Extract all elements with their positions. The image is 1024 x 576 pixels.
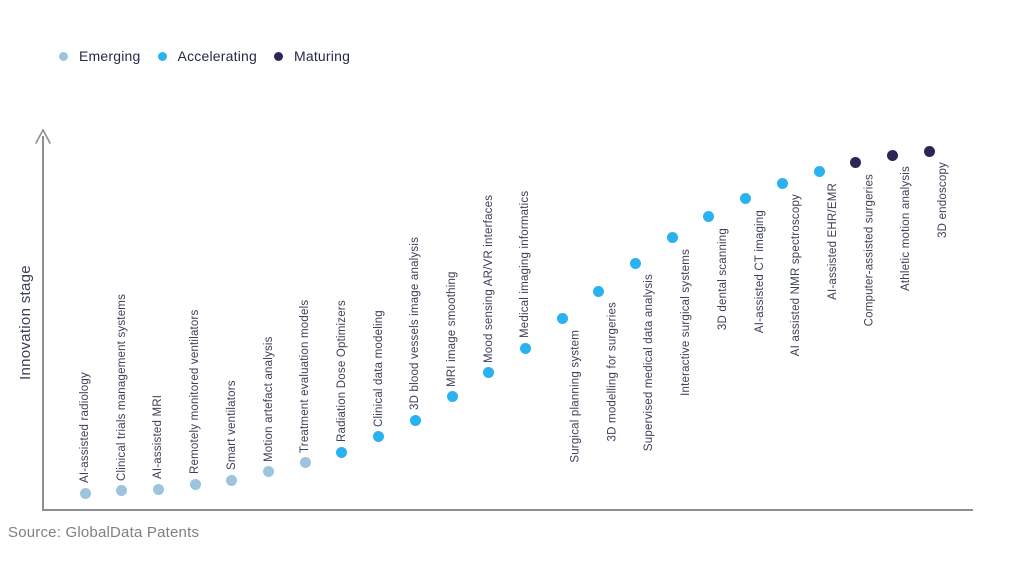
point-label-medical-imaging-informatics: Medical imaging informatics bbox=[519, 190, 532, 338]
point-label-3d-blood-vessels-image-analysis: 3D blood vessels image analysis bbox=[409, 236, 422, 410]
data-point-interactive-surgical-systems bbox=[666, 232, 678, 244]
data-point-computer-assisted-surgeries bbox=[850, 157, 862, 169]
point-label-surgical-planning-system: Surgical planning system bbox=[570, 329, 583, 463]
data-point-ai-assisted-mri bbox=[152, 483, 164, 495]
y-axis-line bbox=[42, 136, 44, 511]
point-label-mood-sensing-ar-vr-interfaces: Mood sensing AR/VR interfaces bbox=[482, 194, 495, 363]
data-point-ai-assisted-radiology bbox=[79, 487, 91, 499]
y-axis-arrow-icon bbox=[35, 128, 51, 144]
data-point-smart-ventilators bbox=[226, 474, 238, 486]
point-label-computer-assisted-surgeries: Computer-assisted surgeries bbox=[863, 173, 876, 327]
data-point-ai-assisted-ehr-emr bbox=[813, 166, 825, 178]
data-point-athletic-motion-analysis bbox=[886, 149, 898, 161]
legend-label-emerging: Emerging bbox=[79, 48, 141, 64]
legend-label-accelerating: Accelerating bbox=[177, 48, 257, 64]
point-label-ai-assisted-ehr-emr: AI-assisted EHR/EMR bbox=[827, 182, 839, 300]
data-point-radiation-dose-optimizers bbox=[336, 446, 348, 458]
y-axis-title: Innovation stage bbox=[17, 265, 34, 380]
point-label-motion-artefact-analysis: Motion artefact analysis bbox=[262, 336, 275, 462]
data-point-ai-assisted-ct-imaging bbox=[740, 193, 752, 205]
data-point-supervised-medical-data-analysis bbox=[630, 257, 641, 269]
point-label-3d-endoscopy: 3D endoscopy bbox=[937, 162, 950, 238]
x-axis-line bbox=[42, 509, 973, 511]
point-label-supervised-medical-data-analysis: Supervised medical data analysis bbox=[643, 274, 656, 452]
data-point-mood-sensing-ar-vr-interfaces bbox=[483, 367, 495, 379]
data-point-motion-artefact-analysis bbox=[263, 466, 274, 478]
maturing-dot-icon bbox=[273, 51, 283, 61]
data-point-3d-endoscopy bbox=[923, 145, 935, 157]
data-point-3d-blood-vessels-image-analysis bbox=[409, 414, 421, 426]
point-label-remotely-monitored-ventilators: Remotely monitored ventilators bbox=[189, 309, 202, 475]
data-point-surgical-planning-system bbox=[556, 313, 568, 325]
data-point-clinical-data-modeling bbox=[373, 431, 385, 443]
point-label-mri-image-smoothing: MRI image smoothing bbox=[446, 271, 458, 387]
point-label-athletic-motion-analysis: Athletic motion analysis bbox=[900, 166, 913, 291]
point-label-clinical-trials-management-systems: Clinical trials management systems bbox=[115, 293, 128, 481]
data-point-remotely-monitored-ventilators bbox=[189, 478, 201, 490]
accelerating-dot-icon bbox=[157, 51, 167, 61]
emerging-dot-icon bbox=[59, 51, 68, 61]
point-label-radiation-dose-optimizers: Radiation Dose Optimizers bbox=[335, 300, 348, 443]
data-point-mri-image-smoothing bbox=[446, 391, 458, 403]
point-label-clinical-data-modeling: Clinical data modeling bbox=[372, 309, 385, 427]
data-point-medical-imaging-informatics bbox=[519, 342, 531, 354]
point-label-smart-ventilators: Smart ventilators bbox=[225, 380, 238, 471]
point-label-interactive-surgical-systems: Interactive surgical systems bbox=[680, 248, 693, 396]
point-label-ai-assisted-radiology: AI-assisted radiology bbox=[79, 372, 91, 484]
legend: Emerging Accelerating Maturing bbox=[59, 48, 350, 64]
point-label-treatment-evaluation-models: Treatment evaluation models bbox=[299, 299, 312, 453]
legend-label-maturing: Maturing bbox=[293, 48, 351, 64]
data-point-clinical-trials-management-systems bbox=[116, 485, 128, 497]
point-label-ai-assisted-nmr-spectroscopy: AI assisted NMR spectroscopy bbox=[790, 194, 803, 357]
data-point-3d-dental-scanning bbox=[703, 211, 715, 223]
legend-item-maturing: Maturing bbox=[273, 48, 351, 64]
source-note: Source: GlobalData Patents bbox=[8, 524, 200, 541]
data-point-ai-assisted-nmr-spectroscopy bbox=[776, 177, 788, 189]
point-label-ai-assisted-mri: AI-assisted MRI bbox=[152, 394, 165, 480]
data-point-3d-modelling-for-surgeries bbox=[593, 285, 605, 297]
point-label-ai-assisted-ct-imaging: AI-assisted CT imaging bbox=[753, 209, 766, 334]
legend-item-emerging: Emerging bbox=[59, 48, 141, 64]
point-label-3d-modelling-for-surgeries: 3D modelling for surgeries bbox=[606, 302, 619, 442]
point-label-3d-dental-scanning: 3D dental scanning bbox=[716, 227, 729, 331]
legend-item-accelerating: Accelerating bbox=[157, 48, 257, 64]
data-point-treatment-evaluation-models bbox=[299, 457, 311, 469]
